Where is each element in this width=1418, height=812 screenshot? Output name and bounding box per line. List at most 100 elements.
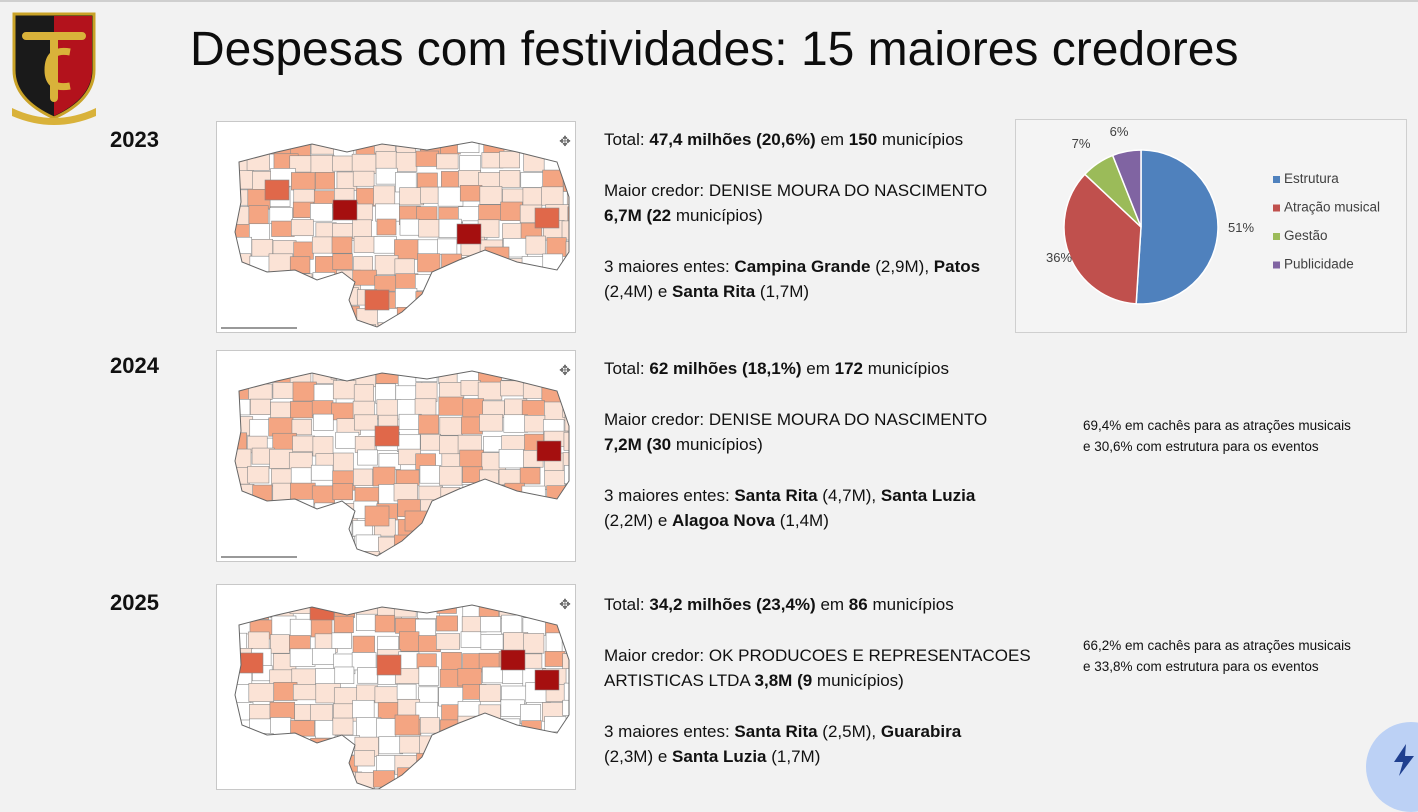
municipality [352,170,375,187]
municipality [270,605,294,619]
municipality [333,320,355,327]
municipality [314,172,335,190]
municipality [331,402,355,421]
municipality [498,469,524,486]
municipality [459,536,480,556]
municipality [483,142,506,154]
municipality [439,272,461,290]
municipality [462,484,488,502]
municipality [521,720,542,737]
state-outline [234,370,570,557]
municipality [521,771,545,788]
year-label-2024: 2024 [110,353,159,378]
municipality [565,483,569,500]
municipality [269,534,295,550]
municipality [541,186,564,206]
municipality [479,732,505,751]
choropleth-map: ✥ [221,133,571,329]
municipality [439,466,463,486]
legend-swatch [1273,261,1280,269]
municipality [249,142,275,153]
municipality [314,323,336,327]
municipality [235,371,249,382]
municipality [414,274,438,292]
municipality-highlight [364,505,390,527]
municipality [235,520,249,538]
municipality [269,701,295,720]
municipality [460,785,485,789]
municipality-highlight [364,289,390,311]
note-2025: 66,2% em cachês para as atrações musicai… [1083,635,1403,677]
municipality [273,306,299,325]
municipality [331,550,353,556]
municipality [482,720,503,739]
municipality [562,452,569,472]
note-2024: 69,4% em cachês para as atrações musicai… [1083,415,1403,457]
municipality [270,634,290,654]
total-line: Total: 34,2 milhões (23,4%) em 86 municí… [604,595,954,614]
municipality [250,517,272,535]
total-line: Total: 47,4 milhões (20,6%) em 150 munic… [604,130,964,149]
municipality [504,551,528,556]
creditor-amount: ARTISTICAS LTDA 3,8M (9 municípios) [604,671,904,690]
scale-bar [221,327,297,329]
municipality [418,414,439,435]
municipality [480,633,504,650]
municipality [311,550,335,556]
compass-icon: ✥ [559,596,571,612]
municipality [417,785,444,789]
municipality [500,718,521,736]
municipality [438,396,464,416]
municipality [290,401,313,419]
municipality [420,186,442,204]
municipality [441,171,462,188]
municipality [332,515,353,535]
municipality [414,398,437,416]
municipality [520,371,545,385]
entes-line-2: (2,3M) e Santa Luzia (1,7M) [604,747,821,766]
municipality [235,784,254,789]
pie-data-label: 36% [1046,250,1072,265]
municipality [500,380,525,397]
municipality [235,287,250,307]
note-line: e 33,8% com estrutura para os eventos [1083,659,1319,674]
municipality [543,501,567,522]
legend-entry: Publicidade [1284,257,1354,272]
entes-line: 3 maiores entes: Santa Rita (2,5M), Guar… [604,722,962,741]
municipality [235,767,251,785]
municipality [564,156,569,175]
legend-swatch [1273,176,1280,183]
municipality [354,487,381,504]
municipality [235,751,249,768]
municipality [500,537,524,556]
municipality [562,653,569,674]
municipality [272,482,293,502]
municipality [521,738,545,756]
municipality [333,615,354,633]
municipality [235,499,248,519]
municipality [270,325,292,327]
municipality [498,449,525,469]
municipality [504,322,529,327]
municipality [457,142,480,153]
municipality [247,274,270,294]
municipality [522,382,543,399]
municipality [393,483,418,502]
municipality [357,667,378,684]
chat-assistant-button[interactable] [1366,722,1418,812]
municipality [268,253,294,273]
municipality [543,303,569,324]
municipality [294,325,317,327]
municipality [398,651,420,671]
municipality [564,619,569,639]
municipality [479,684,501,702]
municipality [415,321,437,327]
municipality [355,772,375,789]
municipality [544,651,566,667]
municipality [479,501,501,522]
municipality [438,554,463,556]
municipality [292,435,316,453]
legend-swatch [1273,204,1280,212]
municipality [352,269,377,286]
municipality [235,399,251,416]
